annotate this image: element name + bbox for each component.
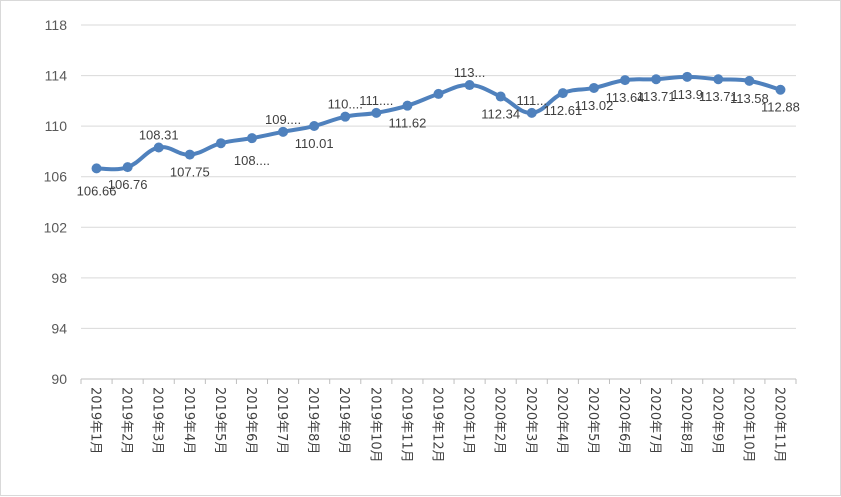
data-label: 111... bbox=[516, 93, 547, 108]
data-point bbox=[215, 138, 226, 149]
y-tick-label: 90 bbox=[51, 371, 67, 387]
x-tick-label: 2020年1月 bbox=[461, 387, 476, 454]
data-point bbox=[775, 84, 786, 95]
y-tick-label: 98 bbox=[51, 270, 67, 286]
x-tick-label: 2020年6月 bbox=[616, 387, 631, 454]
data-label: 112.88 bbox=[761, 100, 800, 115]
y-tick-label: 102 bbox=[44, 219, 68, 235]
data-label: 113.02 bbox=[575, 98, 614, 113]
data-label: 110.... bbox=[328, 97, 363, 112]
y-tick-label: 114 bbox=[45, 68, 68, 84]
gridlines bbox=[81, 24, 796, 329]
data-label: 113... bbox=[454, 65, 486, 80]
data-point bbox=[682, 71, 693, 82]
data-point bbox=[495, 91, 506, 102]
data-label: 108.... bbox=[234, 153, 270, 168]
data-point bbox=[651, 74, 662, 85]
data-label: 110.01 bbox=[295, 136, 334, 151]
x-tick-label: 2019年5月 bbox=[212, 387, 227, 454]
y-tick-label: 94 bbox=[51, 320, 67, 336]
data-point bbox=[713, 74, 724, 85]
data-point bbox=[278, 126, 289, 137]
x-tick-label: 2019年10月 bbox=[367, 387, 382, 463]
data-label: 109.... bbox=[265, 112, 301, 127]
x-tick-label: 2019年4月 bbox=[181, 387, 196, 454]
x-tick-label: 2019年9月 bbox=[336, 387, 351, 454]
x-tick-label: 2019年1月 bbox=[88, 387, 103, 454]
x-tick-label: 2019年12月 bbox=[430, 387, 445, 463]
data-label: 108.31 bbox=[139, 128, 179, 143]
x-tick-label: 2019年6月 bbox=[243, 387, 258, 454]
data-point bbox=[433, 88, 444, 99]
data-label: 113.71 bbox=[699, 89, 738, 104]
data-label: 113.71 bbox=[637, 89, 676, 104]
data-point bbox=[557, 88, 568, 99]
data-label: 112.34 bbox=[481, 107, 520, 122]
data-point bbox=[464, 80, 475, 91]
data-point bbox=[184, 149, 195, 160]
data-label: 113.9 bbox=[671, 87, 703, 102]
data-point bbox=[309, 121, 320, 132]
x-axis bbox=[80, 378, 797, 384]
y-axis-ticks: 90 94 98 102 106 110 114 118 bbox=[44, 17, 68, 387]
data-point bbox=[402, 100, 413, 111]
x-tick-label: 2020年2月 bbox=[492, 387, 507, 454]
x-tick-label: 2019年8月 bbox=[305, 387, 320, 454]
data-label: 106.66 bbox=[77, 183, 117, 198]
data-point bbox=[588, 82, 599, 93]
x-tick-label: 2019年11月 bbox=[398, 387, 413, 463]
x-tick-label: 2020年11月 bbox=[771, 387, 786, 463]
x-tick-label: 2020年4月 bbox=[554, 387, 569, 454]
y-tick-label: 106 bbox=[44, 169, 68, 185]
data-point bbox=[620, 75, 631, 86]
data-label: 107.75 bbox=[170, 165, 210, 180]
data-label: 111.62 bbox=[388, 116, 426, 131]
x-axis-ticks: 2019年1月 2019年2月 2019年3月 2019年4月 2019年5月 2019年… bbox=[88, 387, 787, 463]
data-point bbox=[246, 133, 257, 144]
y-tick-label: 118 bbox=[45, 17, 68, 33]
x-tick-label: 2019年2月 bbox=[119, 387, 134, 454]
x-tick-label: 2019年7月 bbox=[274, 387, 289, 454]
data-label: 113.58 bbox=[730, 91, 769, 106]
data-point bbox=[340, 111, 351, 122]
series-points bbox=[91, 71, 786, 174]
x-tick-label: 2020年5月 bbox=[585, 387, 600, 454]
x-tick-label: 2020年3月 bbox=[523, 387, 538, 454]
data-point bbox=[153, 142, 164, 153]
data-label: 111.... bbox=[359, 93, 393, 108]
x-tick-label: 2020年8月 bbox=[678, 387, 693, 454]
data-point bbox=[122, 162, 133, 173]
x-tick-label: 2020年9月 bbox=[709, 387, 724, 454]
data-label: 106.76 bbox=[108, 177, 148, 192]
x-tick-label: 2020年10月 bbox=[740, 387, 755, 463]
data-point bbox=[744, 75, 755, 86]
data-point bbox=[91, 163, 102, 174]
data-label: 113.64 bbox=[606, 90, 645, 105]
data-point bbox=[371, 107, 382, 118]
data-point bbox=[526, 107, 537, 118]
data-label: 112.61 bbox=[543, 103, 582, 118]
x-tick-label: 2020年7月 bbox=[647, 387, 662, 454]
x-tick-label: 2019年3月 bbox=[150, 387, 165, 454]
y-tick-label: 110 bbox=[45, 118, 68, 134]
